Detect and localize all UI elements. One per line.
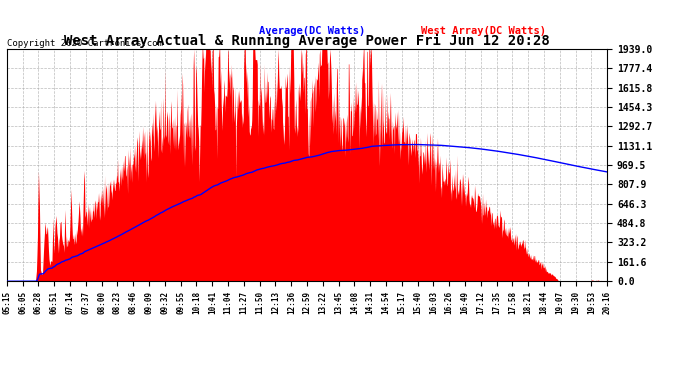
Text: Average(DC Watts): Average(DC Watts) (259, 26, 365, 36)
Text: Copyright 2020 Cartronics.com: Copyright 2020 Cartronics.com (7, 39, 163, 48)
Title: West Array Actual & Running Average Power Fri Jun 12 20:28: West Array Actual & Running Average Powe… (64, 33, 550, 48)
Text: West Array(DC Watts): West Array(DC Watts) (421, 26, 546, 36)
